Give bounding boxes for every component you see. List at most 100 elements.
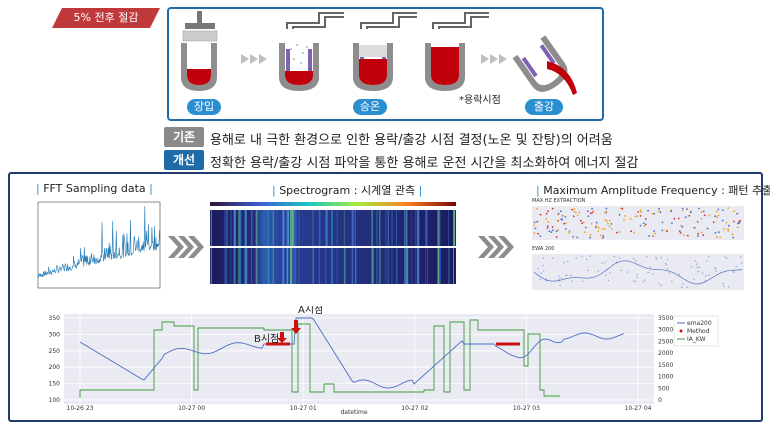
maxamp-dot <box>634 215 637 218</box>
spectrogram-stripe <box>245 210 247 246</box>
maxamp-dot <box>680 224 683 227</box>
maxamp-dot <box>714 215 716 218</box>
ewa-dot <box>626 271 628 273</box>
maxamp-dot <box>572 215 575 218</box>
maxamp-dot <box>555 230 558 233</box>
maxamp-dot <box>661 229 664 232</box>
chevron-arrow-1 <box>168 236 204 258</box>
ewa-dot <box>560 277 562 279</box>
maxamp-dot <box>654 232 656 235</box>
spectrogram-stripe <box>437 248 439 284</box>
maxamp-dot <box>636 215 639 217</box>
ewa-dot <box>690 266 692 268</box>
text-existing: 용해로 내 극한 환경으로 인한 용락/출강 시점 결정(노온 및 잔탕)의 어… <box>210 133 613 148</box>
ewa-dot <box>636 276 639 279</box>
ewa-dot <box>660 256 662 259</box>
maxamp-dot <box>717 208 720 211</box>
spectrogram-stripe <box>226 248 228 284</box>
ewa-dot <box>671 280 673 282</box>
spectrogram-stripe <box>286 210 288 246</box>
y-left-tick: 300 <box>49 331 61 338</box>
maxamp-dot <box>661 221 664 224</box>
ewa-dot <box>665 264 667 266</box>
arrow-1 <box>241 54 267 64</box>
ewa-dot <box>652 273 654 275</box>
ewa-dot <box>635 259 637 262</box>
spectrogram-stripe <box>255 210 257 246</box>
maxamp-dot <box>648 235 650 237</box>
x-tick: 10-27 03 <box>513 405 540 412</box>
maxamp-dot <box>697 232 699 235</box>
spectrogram-stripe <box>376 210 378 246</box>
maxamp-dot <box>618 231 621 233</box>
maxamp-dot <box>599 234 602 237</box>
spectrogram-stripe <box>453 210 456 246</box>
ewa-dot <box>613 255 616 258</box>
ewa-dot <box>567 260 569 263</box>
spectrogram-stripe <box>404 210 406 246</box>
maxamp-dot <box>601 228 604 230</box>
maxamp-dot <box>630 230 633 233</box>
maxamp-dot <box>547 210 549 212</box>
spectrogram-stripe <box>438 248 441 284</box>
ewa-dot <box>722 283 724 285</box>
arrow-2 <box>481 54 507 64</box>
maxamp-dot <box>533 232 536 234</box>
maxamp-dot <box>609 219 611 222</box>
spectrogram-stripe <box>437 210 439 246</box>
maxamp-chart-2 <box>532 254 744 290</box>
maxamp-dot <box>696 220 699 223</box>
ewa-dot <box>726 257 728 259</box>
y-right-tick: 0 <box>658 397 662 404</box>
point-a-arrow <box>291 320 301 334</box>
ewa-dot <box>537 267 539 270</box>
spectrogram-stripe <box>387 210 389 246</box>
spectrogram-stripe <box>281 248 284 284</box>
legend-ia-kw: IA_KW <box>687 336 706 343</box>
maxamp-dot <box>712 221 715 224</box>
maxamp-dot <box>557 220 559 223</box>
ewa-dot <box>708 274 710 276</box>
maxamp-dot <box>643 225 646 227</box>
ewa-dot <box>642 281 645 283</box>
maxamp-dot <box>550 231 553 233</box>
maxamp-dot <box>700 231 703 234</box>
maxamp-dot <box>534 227 537 230</box>
ewa-dot <box>666 258 669 261</box>
x-tick: 10-26 23 <box>67 405 94 412</box>
maxamp-dot <box>591 211 594 214</box>
ewa-dot <box>566 274 568 276</box>
y-left-tick: 150 <box>49 381 61 388</box>
spectrogram-stripe <box>352 248 354 284</box>
maxamp-dot <box>610 223 613 225</box>
ewa-dot <box>655 258 657 260</box>
spectrogram-stripe <box>210 248 212 284</box>
ewa-dot <box>601 262 603 264</box>
maxamp-dot <box>732 236 734 239</box>
spectrogram-stripe <box>404 248 407 284</box>
savings-badge: 5% 전후 절감 <box>52 8 160 28</box>
spectrogram-stripe <box>226 210 228 246</box>
maxamp-dot <box>545 218 547 221</box>
maxamp-dot <box>603 228 606 230</box>
maxamp-dot <box>725 221 728 224</box>
maxamp-dot <box>557 229 560 231</box>
spectrogram-stripe <box>325 248 327 284</box>
analysis-panel: | FFT Sampling data | | Spectrogram : 시계… <box>8 172 770 422</box>
maxamp-dot <box>573 208 576 210</box>
ewa-dot <box>545 280 547 282</box>
spectrogram-stripe <box>406 210 408 246</box>
ewa-dot <box>558 278 560 280</box>
ewa-dot <box>705 275 707 277</box>
ewa-dot <box>564 274 567 277</box>
ewa-dot <box>539 278 541 281</box>
ewa-dot <box>607 279 610 282</box>
maxamp-dot <box>607 222 609 225</box>
spectrogram-stripe <box>410 210 412 246</box>
spectrogram-stripe <box>246 210 247 246</box>
maxamp-dot <box>736 212 739 215</box>
spectrogram-stripe <box>371 210 373 246</box>
spectrogram-stripe <box>416 248 419 284</box>
spectrogram-stripe <box>318 210 321 246</box>
spectrogram-stripe <box>282 210 285 246</box>
